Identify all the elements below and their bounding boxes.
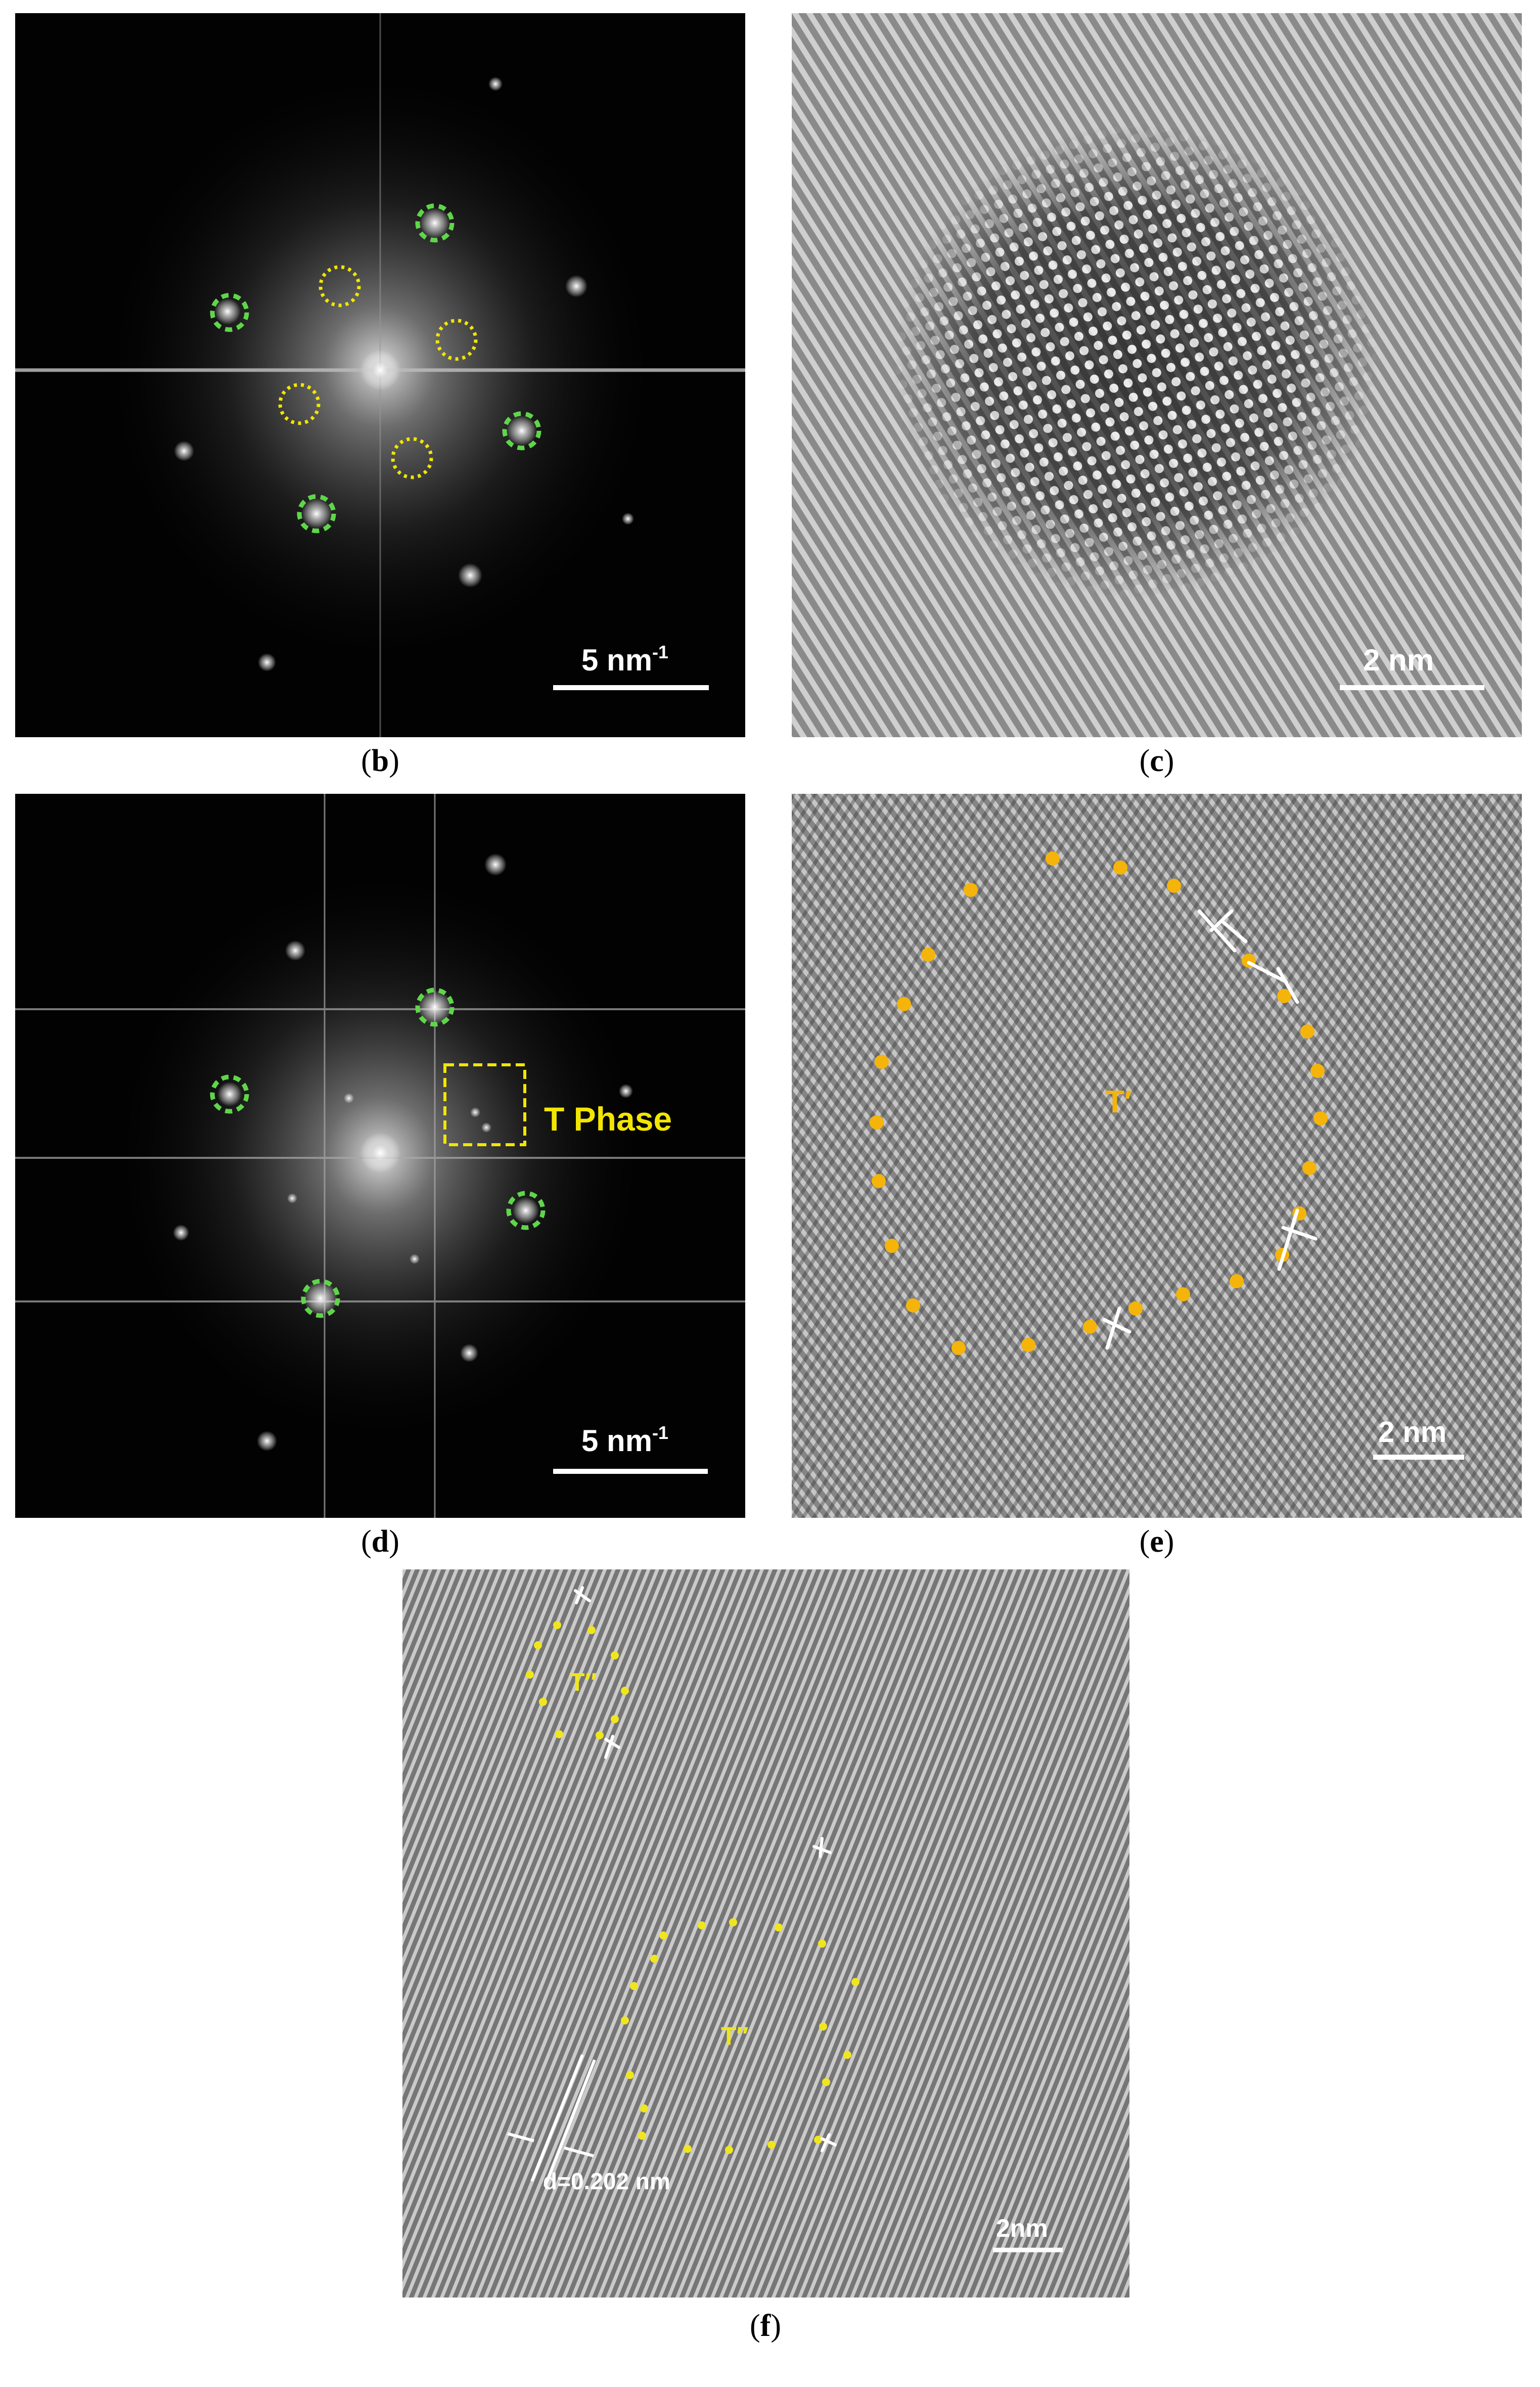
- domain-boundary-dots: [870, 851, 1328, 1355]
- panel-e-svg: T′ 2 nm: [792, 794, 1522, 1518]
- scale-bar-label: 2 nm: [1378, 1416, 1446, 1449]
- green-marker: [415, 203, 455, 243]
- yellow-marker: [435, 319, 478, 361]
- scale-bar-label: 2nm: [996, 2214, 1048, 2242]
- diffraction-spots: [174, 77, 634, 671]
- panel-d-caption: (d): [361, 1524, 399, 1559]
- domain-1-dots: [526, 1621, 629, 1739]
- panel-b-fft-image: 5 nm-1: [15, 13, 745, 737]
- yellow-dotted-markers: [278, 265, 478, 479]
- yellow-marker: [319, 265, 361, 307]
- panel-e-hrtem-image: T′ 2 nm: [792, 794, 1522, 1518]
- green-dashed-markers: [210, 203, 541, 533]
- d-spacing-label: d=0.202 nm: [543, 2168, 670, 2194]
- panel-c-svg: 2 nm: [792, 13, 1522, 737]
- lattice-fringes: [402, 1569, 1129, 2298]
- domain-label-t-double-prime-2: T′′: [721, 2022, 749, 2050]
- yellow-marker: [278, 383, 321, 425]
- panel-b-caption: (b): [361, 744, 399, 778]
- panel-c-caption: (c): [1139, 744, 1174, 778]
- panel-f-caption: (f): [750, 2309, 781, 2343]
- t-phase-box: [443, 1063, 526, 1146]
- diffraction-spots: [173, 853, 633, 1451]
- green-marker: [301, 1279, 340, 1318]
- green-marker: [506, 1191, 546, 1230]
- dislocation-markers: [574, 1586, 837, 2152]
- green-dashed-markers: [210, 987, 546, 1318]
- panel-f-hrtem-image: T′′ T′′ d=0.202 nm 2nm: [402, 1569, 1129, 2298]
- domain-2-dots: [621, 1918, 859, 2154]
- panel-d-fft-image: T Phase 5 nm-1: [15, 794, 745, 1518]
- green-marker: [297, 494, 336, 533]
- t-phase-label: T Phase: [544, 1100, 672, 1138]
- panel-f-svg: T′′ T′′ d=0.202 nm 2nm: [402, 1569, 1129, 2298]
- panel-e-caption: (e): [1139, 1524, 1174, 1559]
- scale-bar-label: 5 nm-1: [581, 642, 668, 677]
- scale-bar-label: 2 nm: [1363, 643, 1434, 677]
- atomic-columns: [792, 13, 1522, 737]
- domain-label-t-prime: T′: [1105, 1085, 1132, 1119]
- lattice-fringes-secondary: [792, 794, 1522, 1518]
- panel-b-svg: 5 nm-1: [15, 13, 745, 737]
- dislocation-markers: [1102, 909, 1318, 1350]
- green-marker: [210, 1074, 249, 1114]
- panel-c-hrtem-image: 2 nm: [792, 13, 1522, 737]
- d-spacing-indicator: [507, 2054, 596, 2187]
- green-marker: [415, 987, 455, 1027]
- domain-label-t-double-prime-1: T′′: [569, 1668, 597, 1696]
- scale-bar-label: 5 nm-1: [581, 1422, 668, 1458]
- panel-d-svg: T Phase 5 nm-1: [15, 794, 745, 1518]
- green-marker: [502, 411, 541, 451]
- yellow-marker: [391, 437, 433, 479]
- green-marker: [210, 293, 249, 332]
